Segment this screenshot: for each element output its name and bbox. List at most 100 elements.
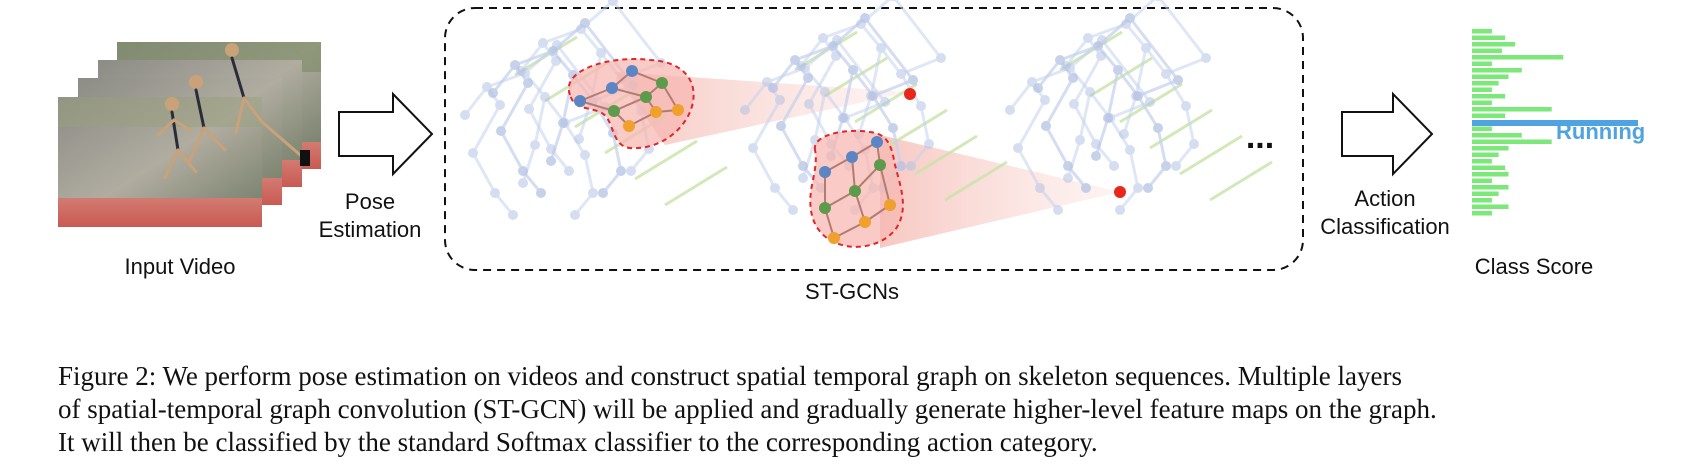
skeleton-edge: [794, 44, 834, 62]
skeleton-edge: [900, 56, 942, 76]
skeleton-edge: [1106, 69, 1120, 119]
skeleton-edge: [551, 50, 575, 76]
node-green: [874, 159, 886, 171]
skeleton-edge: [1016, 99, 1047, 149]
node-orange: [623, 120, 635, 132]
skeleton-node: [558, 118, 568, 128]
skeleton-node: [848, 65, 858, 75]
class-score-bar: [1472, 191, 1499, 196]
skeleton-node: [770, 183, 780, 193]
skeleton-edge: [549, 122, 565, 162]
stgcn-label: ST-GCNs: [805, 279, 899, 304]
pose-estimation-label-line1: Pose: [345, 189, 395, 214]
skeleton-node: [1103, 113, 1113, 123]
skeleton-edge: [1165, 56, 1207, 76]
skeleton-node: [1035, 183, 1045, 193]
skeleton-node: [796, 61, 806, 71]
skeleton-node: [916, 101, 926, 111]
skeleton-edge: [1128, 149, 1140, 189]
skeleton-node: [580, 150, 590, 160]
class-score-bar: [1472, 100, 1492, 105]
skeleton-edge: [521, 144, 537, 184]
skeleton-edge: [891, 127, 903, 167]
skeleton-edge: [527, 108, 553, 150]
skeleton-node: [1041, 121, 1051, 131]
skeleton-edge: [743, 81, 769, 111]
class-score-bar: [1472, 68, 1522, 73]
skeleton-node: [564, 166, 574, 176]
action-classification-label-line1: Action: [1354, 186, 1415, 211]
graph-conv-region-1: [567, 58, 695, 150]
skeleton-edge: [611, 0, 663, 64]
running-label: Running: [1556, 119, 1645, 144]
skeleton-edge: [751, 99, 782, 149]
skeleton-edge: [579, 28, 603, 54]
skeleton-edge: [822, 22, 862, 40]
node-blue: [819, 166, 831, 178]
skeleton-node: [936, 53, 946, 63]
skeleton-node: [798, 173, 808, 183]
skeleton-node: [1189, 139, 1199, 149]
skeleton-node: [1115, 205, 1125, 215]
skeleton-edge: [813, 91, 827, 141]
node-green: [656, 77, 668, 89]
skeleton-node: [775, 95, 785, 105]
skeleton-edge: [471, 152, 497, 194]
skeleton-node: [546, 156, 556, 166]
skeleton-edge: [771, 59, 797, 89]
class-score-bar: [1472, 152, 1499, 157]
skeleton-node: [608, 0, 618, 6]
skeleton-node: [1005, 105, 1015, 115]
skeleton-node: [890, 0, 896, 1]
skeleton-node: [896, 161, 906, 171]
node-blue: [574, 95, 586, 107]
skeleton-edge: [1134, 47, 1148, 97]
class-score-bar: [1472, 48, 1502, 53]
skeleton-edge: [1078, 91, 1092, 141]
skeleton-edge: [1044, 77, 1075, 127]
skeleton-node: [1125, 145, 1135, 155]
skeleton-graph: [1005, 35, 1155, 215]
skeleton-edge: [1008, 81, 1034, 111]
class-score-bar: [1472, 113, 1506, 118]
skeleton-node: [804, 99, 814, 109]
skeleton-edge: [1094, 117, 1110, 157]
skeleton-node: [1053, 205, 1063, 215]
skeleton-edge: [1087, 22, 1127, 40]
skeleton-node: [1083, 33, 1093, 43]
skeleton-node: [1085, 87, 1095, 97]
skeleton-edge: [803, 67, 827, 93]
skeleton-node: [1131, 91, 1141, 101]
skeleton-node: [518, 178, 528, 188]
skeleton-node: [818, 33, 828, 43]
temporal-edge: [1179, 134, 1243, 176]
skeleton-edge: [499, 130, 525, 172]
skeleton-edge: [1128, 17, 1180, 81]
class-score-bar: [1472, 61, 1492, 66]
skeleton-edge: [542, 27, 582, 45]
node-green: [608, 105, 620, 117]
skeleton-node: [1081, 183, 1091, 193]
stgcn-box: [444, 7, 1304, 271]
action-classification-arrow: [1341, 91, 1434, 177]
temporal-edge: [944, 160, 1008, 202]
skeleton-node: [1155, 0, 1161, 1]
class-score-label: Class Score: [1475, 254, 1594, 279]
class-score-bar: [1472, 211, 1492, 216]
class-score-bar: [1472, 74, 1509, 79]
class-score-bar: [1472, 159, 1492, 164]
node-orange: [884, 199, 896, 211]
skeleton-node: [1145, 97, 1155, 107]
skeleton-edge: [1096, 45, 1120, 71]
class-score-bar: [1472, 94, 1506, 99]
skeleton-edge: [491, 64, 517, 94]
skeleton-node: [488, 88, 498, 98]
class-score-bar: [1472, 133, 1522, 138]
graph-conv-region-2: [809, 129, 904, 248]
skeleton-node: [748, 143, 758, 153]
skeleton-node: [530, 140, 540, 150]
skeleton-edge: [1072, 103, 1098, 145]
skeleton-node: [1091, 139, 1101, 149]
node-blue: [626, 65, 638, 77]
skeleton-node: [888, 123, 898, 133]
